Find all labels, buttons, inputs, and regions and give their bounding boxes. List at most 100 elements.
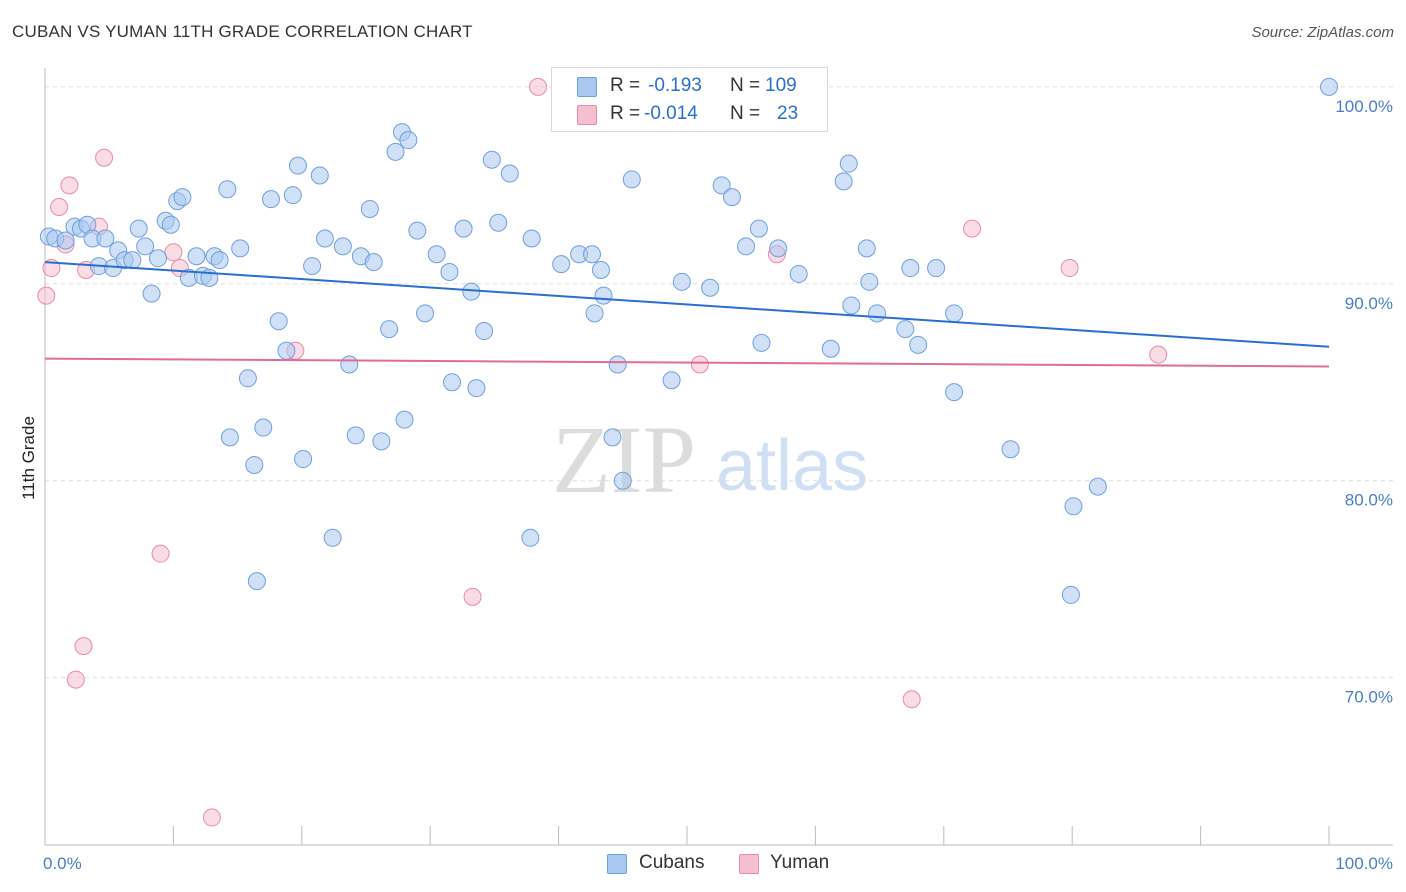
cubans-point (722, 188, 741, 207)
y-tick-label: 90.0% (1345, 294, 1393, 313)
yuman-point (1149, 345, 1168, 364)
cubans-point (752, 333, 771, 352)
yuman-point (74, 637, 93, 656)
cubans-trendline (44, 261, 1330, 348)
chart-title: CUBAN VS YUMAN 11TH GRADE CORRELATION CH… (12, 22, 473, 41)
cubans-point (522, 229, 541, 248)
cubans-point (340, 355, 359, 374)
axes (44, 68, 1393, 846)
legend-n-label: N = (730, 103, 761, 124)
cubans-point (173, 188, 192, 207)
cubans-point (1088, 477, 1107, 496)
cubans-point (56, 231, 75, 250)
x-tick-label: 0.0% (43, 854, 82, 873)
cubans-point (408, 221, 427, 240)
cubans-point (315, 229, 334, 248)
cubans-point (622, 170, 641, 189)
cubans-point (303, 257, 322, 276)
cubans-point (868, 304, 887, 323)
y-tick-labels: 100.0% 90.0% 80.0% 70.0% (1335, 97, 1393, 707)
cubans-point (662, 371, 681, 390)
cubans-point (701, 278, 720, 297)
cubans-point (834, 172, 853, 191)
bottom-legend-label: Cubans (639, 852, 705, 873)
legend-r-value: -0.014 (644, 103, 698, 124)
cubans-point (737, 237, 756, 256)
cubans-point (386, 142, 405, 161)
watermark-zip: ZIP (552, 406, 696, 513)
yuman-point (963, 219, 982, 238)
cubans-point (945, 304, 964, 323)
cubans-point (909, 335, 928, 354)
cubans-point (161, 215, 180, 234)
yuman-point (463, 587, 482, 606)
cubans-point (261, 190, 280, 209)
cubans-point (360, 199, 379, 218)
cubans-point (842, 296, 861, 315)
x-ticks (44, 826, 1330, 845)
cubans-point (1061, 585, 1080, 604)
y-axis-label: 11th Grade (19, 416, 38, 500)
x-tick-label: 100.0% (1335, 854, 1393, 873)
yuman-swatch (577, 105, 597, 125)
cubans-point (839, 154, 858, 173)
cubans-point (148, 249, 167, 268)
cubans-point (269, 312, 288, 331)
yuman-point (151, 544, 170, 563)
legend-r-label: R = (610, 103, 641, 124)
cubans-point (613, 471, 632, 490)
yuman-point (202, 808, 221, 827)
cubans-point (585, 304, 604, 323)
cubans-point (443, 373, 462, 392)
cubans-point (254, 418, 273, 437)
cubans-point (96, 229, 115, 248)
yuman-trendline (44, 357, 1330, 368)
cubans-point (346, 426, 365, 445)
cubans-point (380, 320, 399, 339)
cubans-swatch (607, 854, 627, 874)
yuman-point (50, 197, 69, 216)
cubans-point (283, 186, 302, 205)
cubans-point (896, 320, 915, 339)
cubans-point (123, 251, 142, 270)
cubans-point (603, 428, 622, 447)
watermark-atlas: atlas (716, 426, 868, 506)
cubans-point (1001, 440, 1020, 459)
cubans-point (220, 428, 239, 447)
legend: R = -0.193 N = 109 R = -0.014 N = 23 (551, 67, 828, 132)
cubans-point (608, 355, 627, 374)
cubans-point (372, 432, 391, 451)
cubans-point (187, 247, 206, 266)
cubans-point (712, 176, 731, 195)
legend-row-yuman: R = -0.014 N = 23 (552, 100, 827, 128)
cubans-point (1064, 497, 1083, 516)
cubans-point (136, 237, 155, 256)
cubans-point (857, 239, 876, 258)
cubans-point (231, 239, 250, 258)
cubans-point (821, 339, 840, 358)
watermark: ZIP atlas (552, 406, 868, 513)
y-tick-label: 100.0% (1335, 97, 1393, 116)
cubans-point (277, 341, 296, 360)
x-tick-labels: 0.0% 100.0% (43, 854, 1393, 873)
cubans-swatch (577, 77, 597, 97)
cubans-point (288, 156, 307, 175)
cubans-points (39, 77, 1338, 604)
cubans-point (672, 272, 691, 291)
cubans-point (482, 150, 501, 169)
y-tick-label: 70.0% (1345, 688, 1393, 707)
cubans-point (395, 410, 414, 429)
cubans-point (594, 286, 613, 305)
cubans-point (552, 255, 571, 274)
legend-n-label: N = (730, 75, 761, 96)
yuman-point (95, 148, 114, 167)
cubans-point (416, 304, 435, 323)
cubans-point (462, 282, 481, 301)
legend-n-value: 23 (777, 103, 799, 124)
legend-n-value: 109 (765, 75, 797, 96)
cubans-point (440, 262, 459, 281)
cubans-point (427, 245, 446, 264)
cubans-point (454, 219, 473, 238)
legend-r-value: -0.193 (648, 75, 702, 96)
yuman-point (902, 690, 921, 709)
